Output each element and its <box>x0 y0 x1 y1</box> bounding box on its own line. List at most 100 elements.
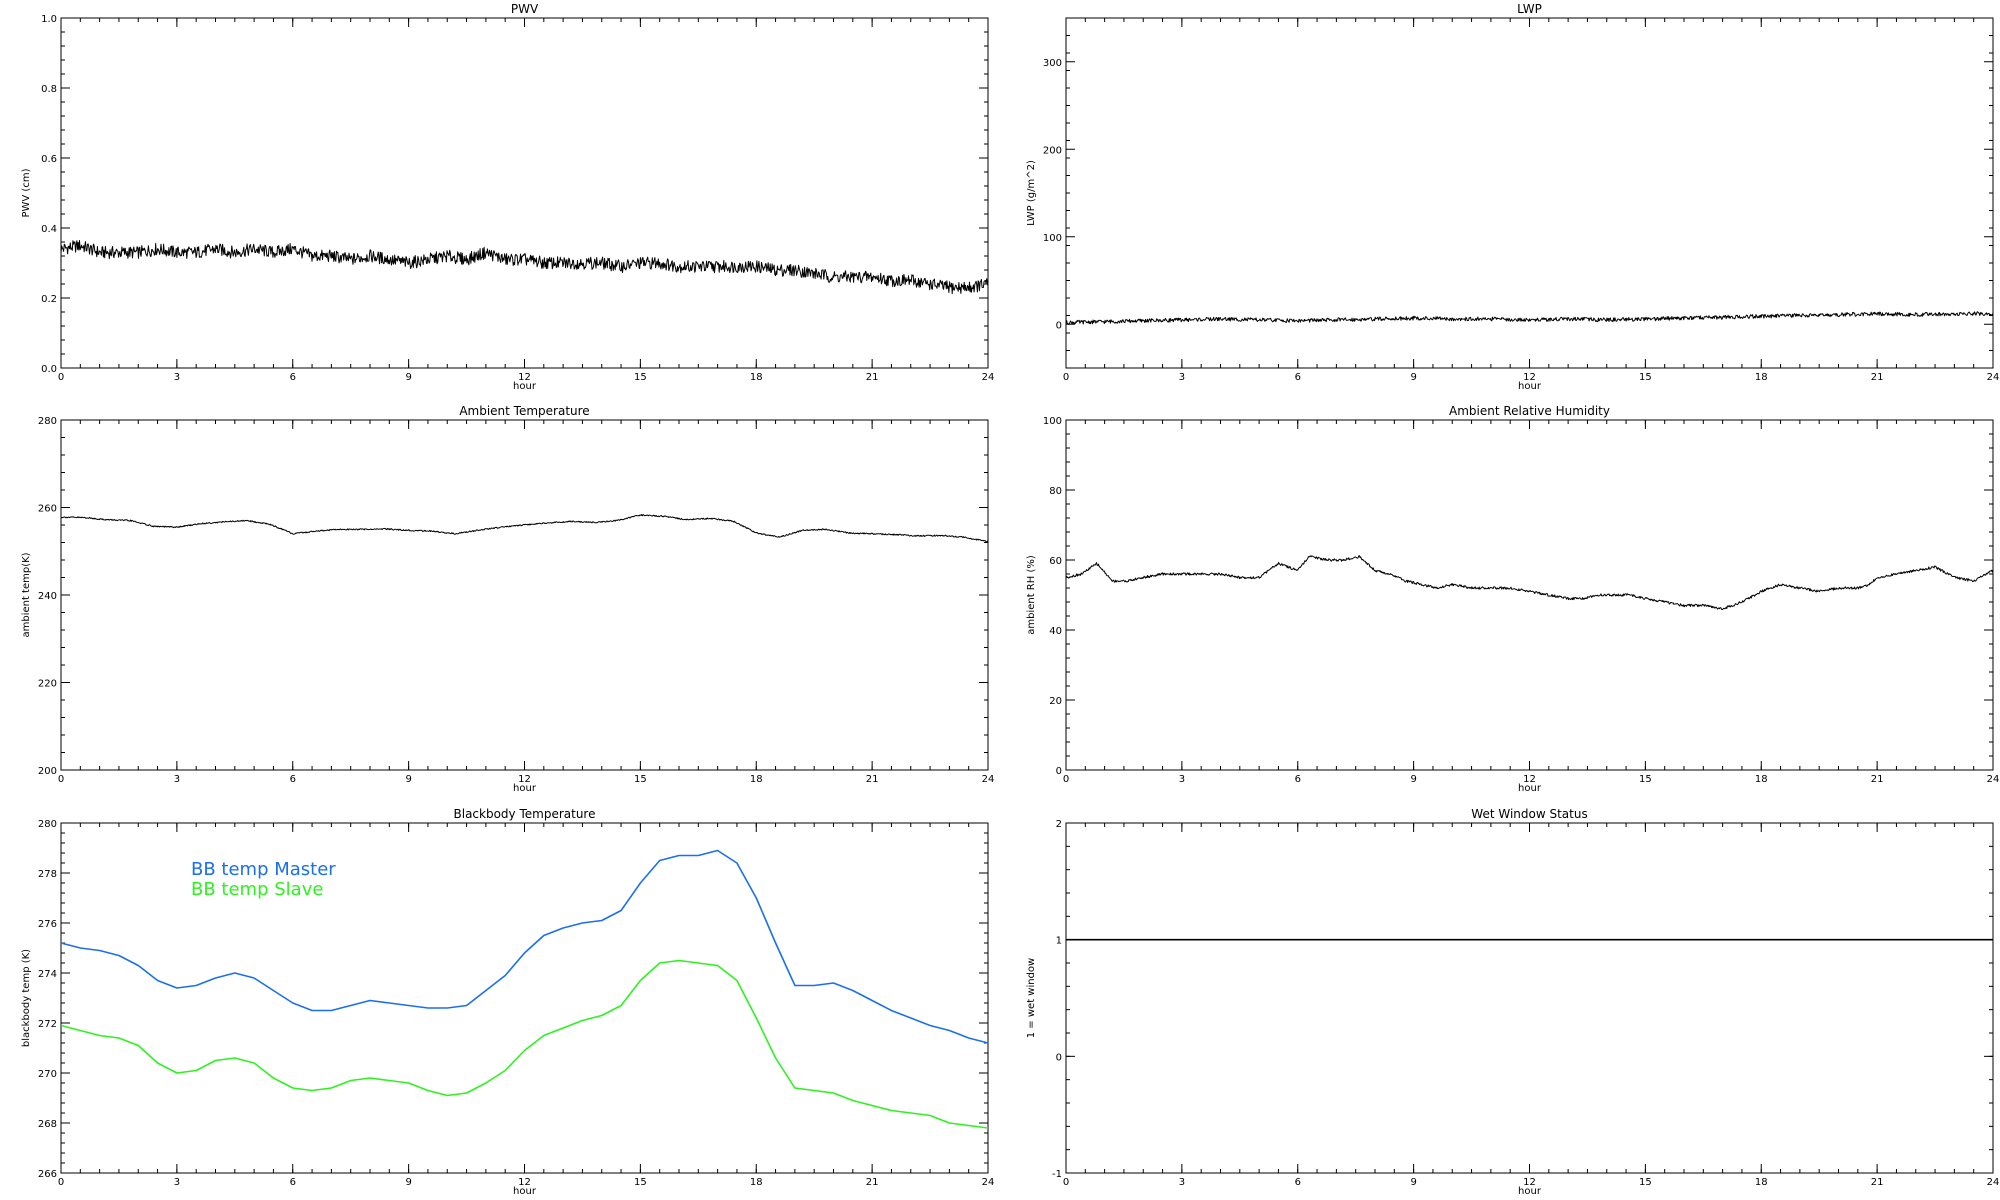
chart-title: Ambient Temperature <box>459 404 589 418</box>
y-tick-label: 272 <box>38 1019 57 1030</box>
x-tick-label: 6 <box>290 774 296 785</box>
y-tick-label: 0 <box>1056 320 1062 331</box>
x-tick-label: 9 <box>405 372 411 383</box>
y-tick-label: 0 <box>1056 1052 1062 1063</box>
chart-panel: Ambient Temperature ambient temp(K) hour 0 3… <box>21 404 994 794</box>
y-tick-label: 100 <box>1043 233 1062 244</box>
x-tick-label: 3 <box>1179 774 1185 785</box>
y-tick-label: 276 <box>38 919 57 930</box>
y-tick-label: 280 <box>38 416 57 427</box>
y-tick-label: 274 <box>38 969 57 980</box>
plot-frame <box>1065 419 1994 771</box>
y-tick-label: 20 <box>1049 696 1062 707</box>
x-axis-label: hour <box>1518 381 1542 392</box>
legend-entry: BB temp Slave <box>191 879 323 900</box>
x-tick-label: 3 <box>1179 1177 1185 1188</box>
x-tick-label: 24 <box>1987 372 2000 383</box>
y-tick-label: 2 <box>1056 819 1062 830</box>
y-tick-label: 240 <box>38 591 57 602</box>
x-tick-label: 6 <box>1295 1177 1301 1188</box>
chart-title: Ambient Relative Humidity <box>1449 404 1610 418</box>
x-tick-label: 15 <box>634 1177 647 1188</box>
y-tick-label: 100 <box>1043 416 1062 427</box>
x-tick-label: 18 <box>1755 372 1768 383</box>
chart-title: Blackbody Temperature <box>454 807 596 821</box>
y-tick-label: 280 <box>38 819 57 830</box>
x-tick-label: 15 <box>1639 774 1652 785</box>
y-tick-label: 0.0 <box>41 364 57 375</box>
x-tick-label: 12 <box>518 1177 531 1188</box>
chart-title: LWP <box>1517 2 1542 16</box>
x-tick-label: 0 <box>1063 372 1069 383</box>
y-tick-label: 1.0 <box>41 14 57 25</box>
y-tick-label: 0.6 <box>41 154 57 165</box>
chart-panel: Blackbody Temperature blackbody temp (K) h… <box>21 807 994 1197</box>
x-tick-label: 9 <box>1410 774 1416 785</box>
y-tick-label: 0.2 <box>41 294 57 305</box>
legend-entry: BB temp Master <box>191 859 336 880</box>
x-tick-label: 15 <box>1639 1177 1652 1188</box>
y-axis-label: PWV (cm) <box>21 168 32 217</box>
y-axis-label: 1 = wet window <box>1026 958 1037 1038</box>
plot-frame <box>1065 822 1994 1174</box>
x-tick-label: 6 <box>1295 372 1301 383</box>
x-tick-label: 3 <box>1179 372 1185 383</box>
x-tick-label: 21 <box>866 1177 879 1188</box>
series-line <box>60 240 989 295</box>
x-axis-label: hour <box>513 783 537 794</box>
y-tick-label: 60 <box>1049 556 1062 567</box>
chart-panel: Wet Window Status 1 = wet window hour 0 3 6 9 1… <box>1026 807 1999 1197</box>
x-tick-label: 15 <box>634 774 647 785</box>
x-tick-label: 3 <box>174 372 180 383</box>
x-tick-label: 0 <box>1063 1177 1069 1188</box>
chart-title: Wet Window Status <box>1471 807 1587 821</box>
y-tick-label: 270 <box>38 1069 57 1080</box>
x-tick-label: 12 <box>1523 1177 1536 1188</box>
x-tick-label: 24 <box>1987 774 2000 785</box>
y-tick-label: 0 <box>1056 766 1062 777</box>
y-axis-label: ambient temp(K) <box>21 552 32 637</box>
x-tick-label: 24 <box>982 774 995 785</box>
x-tick-label: 18 <box>750 1177 763 1188</box>
plot-frame <box>60 419 989 771</box>
plot-frame <box>60 822 989 1174</box>
x-tick-label: 21 <box>1871 1177 1884 1188</box>
x-tick-label: 0 <box>58 1177 64 1188</box>
chart-panel: PWV PWV (cm) hour 0 3 6 9 12 15 18 21 24 0.0 0.2 0.4 0.… <box>21 2 994 392</box>
plot-frame <box>1065 17 1994 369</box>
y-tick-label: 300 <box>1043 58 1062 69</box>
series-line <box>60 514 989 543</box>
y-tick-label: 0.8 <box>41 84 57 95</box>
x-tick-label: 0 <box>58 372 64 383</box>
x-tick-label: 15 <box>634 372 647 383</box>
x-tick-label: 12 <box>518 774 531 785</box>
x-tick-label: 21 <box>1871 372 1884 383</box>
y-tick-label: 40 <box>1049 626 1062 637</box>
x-tick-label: 3 <box>174 1177 180 1188</box>
series-line <box>1065 555 1994 610</box>
y-tick-label: 0.4 <box>41 224 57 235</box>
y-tick-label: 200 <box>38 766 57 777</box>
x-tick-label: 21 <box>1871 774 1884 785</box>
chart-title: PWV <box>511 2 539 16</box>
y-tick-label: 268 <box>38 1119 57 1130</box>
x-axis-label: hour <box>1518 783 1542 794</box>
y-tick-label: 278 <box>38 869 57 880</box>
plot-frame <box>60 17 989 369</box>
y-tick-label: 266 <box>38 1169 57 1180</box>
x-tick-label: 12 <box>518 372 531 383</box>
y-axis-label: blackbody temp (K) <box>21 949 32 1047</box>
x-tick-label: 6 <box>290 372 296 383</box>
x-tick-label: 18 <box>750 774 763 785</box>
x-axis-label: hour <box>513 1186 537 1197</box>
chart-panel: LWP LWP (g/m^2) hour 0 3 6 9 12 15 18 21 24 0 100 200 3… <box>1026 2 1999 392</box>
x-tick-label: 12 <box>1523 774 1536 785</box>
series-line <box>1065 311 1994 325</box>
series-line <box>60 959 989 1129</box>
x-tick-label: 9 <box>1410 372 1416 383</box>
x-tick-label: 18 <box>1755 1177 1768 1188</box>
chart-panel: Ambient Relative Humidity ambient RH (%) h… <box>1026 404 1999 794</box>
x-tick-label: 6 <box>1295 774 1301 785</box>
x-tick-label: 21 <box>866 774 879 785</box>
